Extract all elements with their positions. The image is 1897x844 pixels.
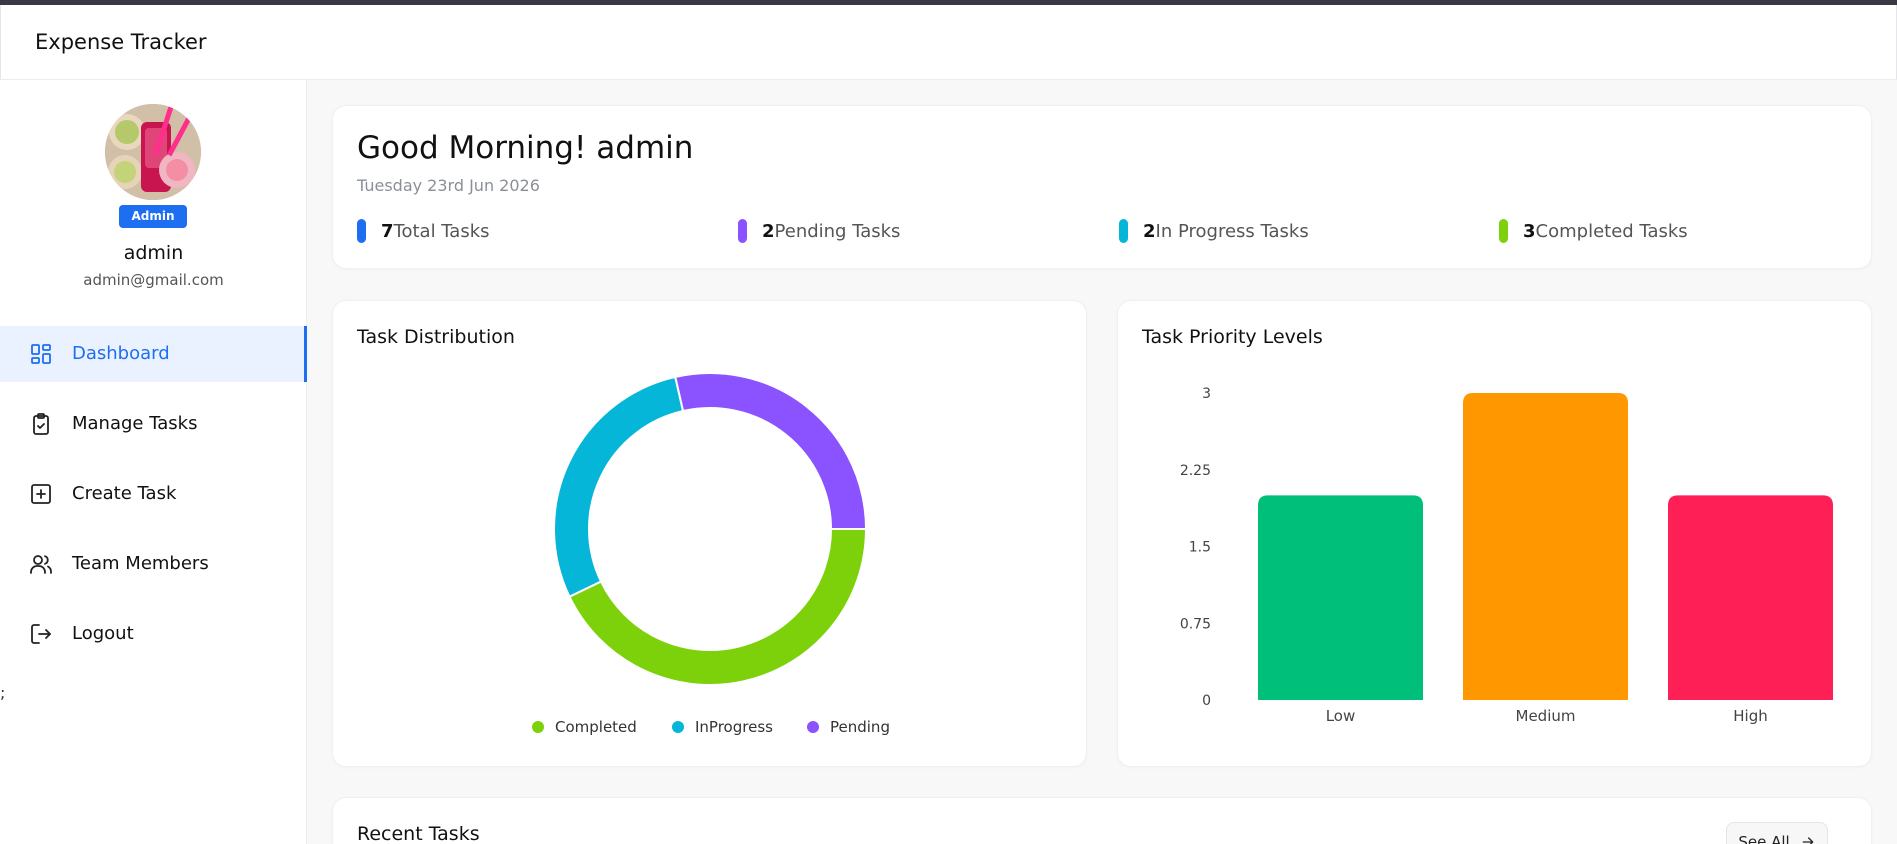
legend-item-completed[interactable]: Completed (532, 718, 637, 736)
app-title: Expense Tracker (35, 30, 207, 54)
recent-tasks-card: Recent Tasks See All (332, 797, 1872, 844)
greeting-title: Good Morning! admin (357, 130, 694, 166)
stat-label: Completed Tasks (1535, 220, 1688, 242)
legend-label: InProgress (695, 718, 773, 736)
bar-medium[interactable] (1463, 393, 1628, 700)
x-tick-label: High (1733, 707, 1767, 725)
stat-label: In Progress Tasks (1155, 220, 1309, 242)
avatar-image (105, 104, 201, 200)
stat-value: 2 (1143, 220, 1156, 242)
stat-total-tasks: 7 Total Tasks (357, 219, 490, 243)
card-title: Recent Tasks (357, 823, 480, 844)
task-priority-chart: 0 0.75 1.5 2.25 3 Low Medium High (1180, 386, 1833, 725)
task-distribution-chart: Completed InProgress Pending (532, 372, 890, 736)
legend-item-pending[interactable]: Pending (807, 718, 890, 736)
logout-icon (31, 624, 51, 644)
stat-color-bar (1499, 219, 1508, 243)
stat-value: 2 (762, 220, 775, 242)
stat-label: Pending Tasks (774, 220, 901, 242)
stat-value: 3 (1523, 220, 1536, 242)
stat-label: Total Tasks (393, 220, 490, 242)
stat-pending-tasks: 2 Pending Tasks (738, 219, 900, 243)
sidebar-item-dashboard[interactable]: Dashboard (0, 326, 307, 382)
sidebar: Admin admin admin@gmail.com Dashboard Ma… (0, 80, 307, 844)
see-all-label: See All (1738, 833, 1790, 844)
legend-dot (672, 721, 684, 733)
sidebar-item-label: Create Task (72, 483, 177, 504)
stat-completed-tasks: 3 Completed Tasks (1499, 219, 1688, 243)
card-title: Task Priority Levels (1142, 326, 1323, 348)
legend-item-inprogress[interactable]: InProgress (672, 718, 773, 736)
user-email: admin@gmail.com (83, 271, 224, 289)
x-tick-label: Low (1326, 707, 1356, 725)
sidebar-item-team-members[interactable]: Team Members (0, 536, 307, 592)
sidebar-item-label: Logout (72, 623, 134, 644)
stat-color-bar (357, 219, 366, 243)
users-icon (30, 555, 52, 574)
window-top-strip (0, 0, 1897, 5)
sidebar-item-label: Team Members (72, 553, 209, 574)
legend-dot (807, 721, 819, 733)
donut-slice-inprogress[interactable] (553, 375, 685, 599)
stat-value: 7 (381, 220, 394, 242)
x-tick-label: Medium (1516, 707, 1576, 725)
y-tick-label: 0 (1202, 693, 1211, 709)
see-all-button[interactable]: See All (1726, 822, 1828, 844)
role-badge: Admin (119, 205, 187, 228)
avatar[interactable] (105, 104, 201, 200)
task-distribution-card: Task Distribution Completed InProgress Pen… (332, 300, 1087, 767)
legend-label: Pending (830, 718, 890, 736)
stat-color-bar (1119, 219, 1128, 243)
sidebar-item-create-task[interactable]: Create Task (0, 466, 307, 522)
sidebar-item-logout[interactable]: Logout (0, 606, 307, 662)
user-name: admin (123, 242, 184, 264)
sidebar-item-manage-tasks[interactable]: Manage Tasks (0, 396, 307, 452)
donut-slice-pending[interactable] (674, 372, 868, 530)
donut-slice-completed[interactable] (568, 528, 868, 686)
y-tick-label: 1.5 (1189, 540, 1211, 556)
bar-high[interactable] (1668, 495, 1833, 700)
y-tick-label: 3 (1202, 386, 1211, 402)
stat-color-bar (738, 219, 747, 243)
sidebar-item-label: Manage Tasks (72, 413, 198, 434)
plus-square-icon (31, 484, 51, 504)
stray-text: ; (0, 683, 6, 702)
app-header: Expense Tracker (0, 5, 1897, 80)
card-title: Task Distribution (357, 326, 515, 348)
stat-in-progress-tasks: 2 In Progress Tasks (1119, 219, 1309, 243)
task-priority-card: Task Priority Levels 0 0.75 1.5 2.25 3 Low Med… (1117, 300, 1872, 767)
legend-dot (532, 721, 544, 733)
sidebar-item-label: Dashboard (72, 343, 170, 364)
greeting-card: Good Morning! admin Tuesday 23rd Jun 202… (332, 105, 1872, 269)
y-tick-label: 2.25 (1180, 463, 1211, 479)
legend-label: Completed (555, 718, 637, 736)
dashboard-icon (31, 344, 51, 364)
y-tick-label: 0.75 (1180, 616, 1211, 632)
greeting-date: Tuesday 23rd Jun 2026 (357, 176, 540, 195)
clipboard-check-icon (33, 413, 49, 435)
arrow-right-icon (1802, 837, 1814, 844)
bar-low[interactable] (1258, 495, 1423, 700)
